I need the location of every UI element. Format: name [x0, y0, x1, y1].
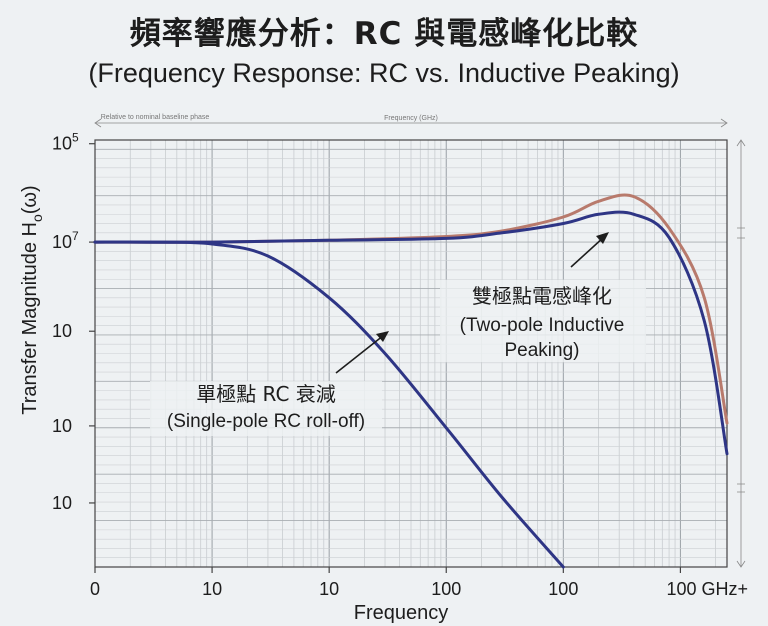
- series-lines: [93, 193, 729, 569]
- y-axis-label-main: Transfer Magnitude H: [19, 222, 41, 415]
- annotation-peaking-en-1: (Two-pole Inductive: [460, 315, 625, 336]
- y-tick-base: 10: [52, 232, 72, 252]
- x-axis-label: Frequency: [354, 602, 449, 624]
- series-line-0: [93, 240, 565, 569]
- y-tick-exponent: 7: [72, 229, 79, 243]
- x-tick-label: 10: [202, 579, 222, 599]
- right-reference-scale: [736, 139, 746, 568]
- y-tick-base: 10: [52, 416, 72, 436]
- x-tick-label: 100: [548, 579, 578, 599]
- annotation-peaking-zh: 雙極點電感峰化: [472, 284, 612, 308]
- chart-title: 頻率響應分析：RC 與電感峰化比較: [129, 16, 639, 52]
- y-tick-base: 10: [52, 493, 72, 513]
- x-tick-label: 100: [431, 579, 461, 599]
- annotation-rc-zh: 單極點 RC 衰減: [196, 382, 336, 406]
- annotation-rc-en: (Single-pole RC roll-off): [167, 411, 365, 432]
- y-tick-base: 10: [52, 134, 72, 154]
- y-axis-label: Transfer Magnitude Ho(ω): [19, 185, 45, 414]
- x-tick-label: 100 GHz+: [666, 579, 748, 599]
- top-axis-note: Relative to nominal baseline phase: [101, 114, 210, 121]
- y-tick-label: 10: [52, 493, 72, 513]
- y-axis-label-tail: (ω): [19, 185, 41, 214]
- top-axis-label: Frequency (GHz): [384, 115, 438, 122]
- y-tick-label: 107: [52, 229, 79, 252]
- annotation-peaking-en-2: Peaking): [505, 340, 580, 361]
- y-tick-label: 10: [52, 321, 72, 341]
- y-tick-exponent: 5: [72, 131, 79, 145]
- y-tick-base: 10: [52, 321, 72, 341]
- arrow-peaking: [570, 236, 605, 268]
- x-tick-label: 0: [90, 579, 100, 599]
- arrow-peaking-head: [596, 232, 609, 244]
- top-frequency-scale: Frequency (GHz) Relative to nominal base…: [94, 112, 728, 128]
- chart-subtitle: (Frequency Response: RC vs. Inductive Pe…: [88, 58, 680, 88]
- grid: [94, 139, 727, 568]
- plot-frame: [94, 139, 728, 568]
- annotation-arrows: [335, 232, 609, 374]
- y-tick-label: 10: [52, 416, 72, 436]
- y-axis-label-sub: o: [29, 214, 45, 222]
- arrow-rc-head: [376, 331, 389, 342]
- x-tick-label: 10: [319, 579, 339, 599]
- series-line-1: [93, 210, 729, 456]
- y-tick-label: 105: [52, 131, 79, 154]
- arrow-rc: [335, 334, 385, 374]
